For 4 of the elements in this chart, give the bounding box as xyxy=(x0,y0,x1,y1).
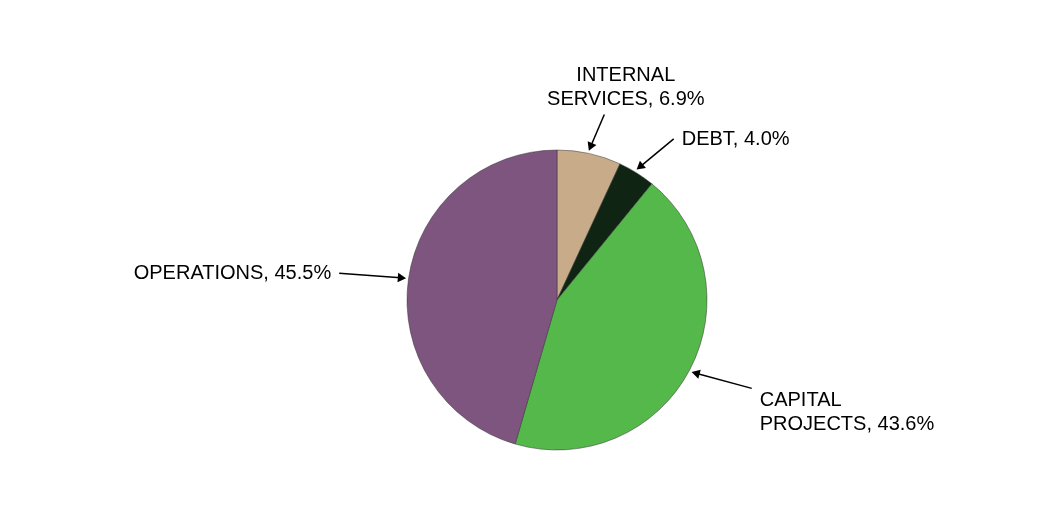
slice-label: OPERATIONS, 45.5% xyxy=(133,261,332,284)
slice-label: INTERNAL SERVICES, 6.9% xyxy=(547,63,705,110)
slice-label: DEBT, 4.0% xyxy=(681,126,790,149)
slice-label: CAPITAL PROJECTS, 43.6% xyxy=(759,388,935,435)
